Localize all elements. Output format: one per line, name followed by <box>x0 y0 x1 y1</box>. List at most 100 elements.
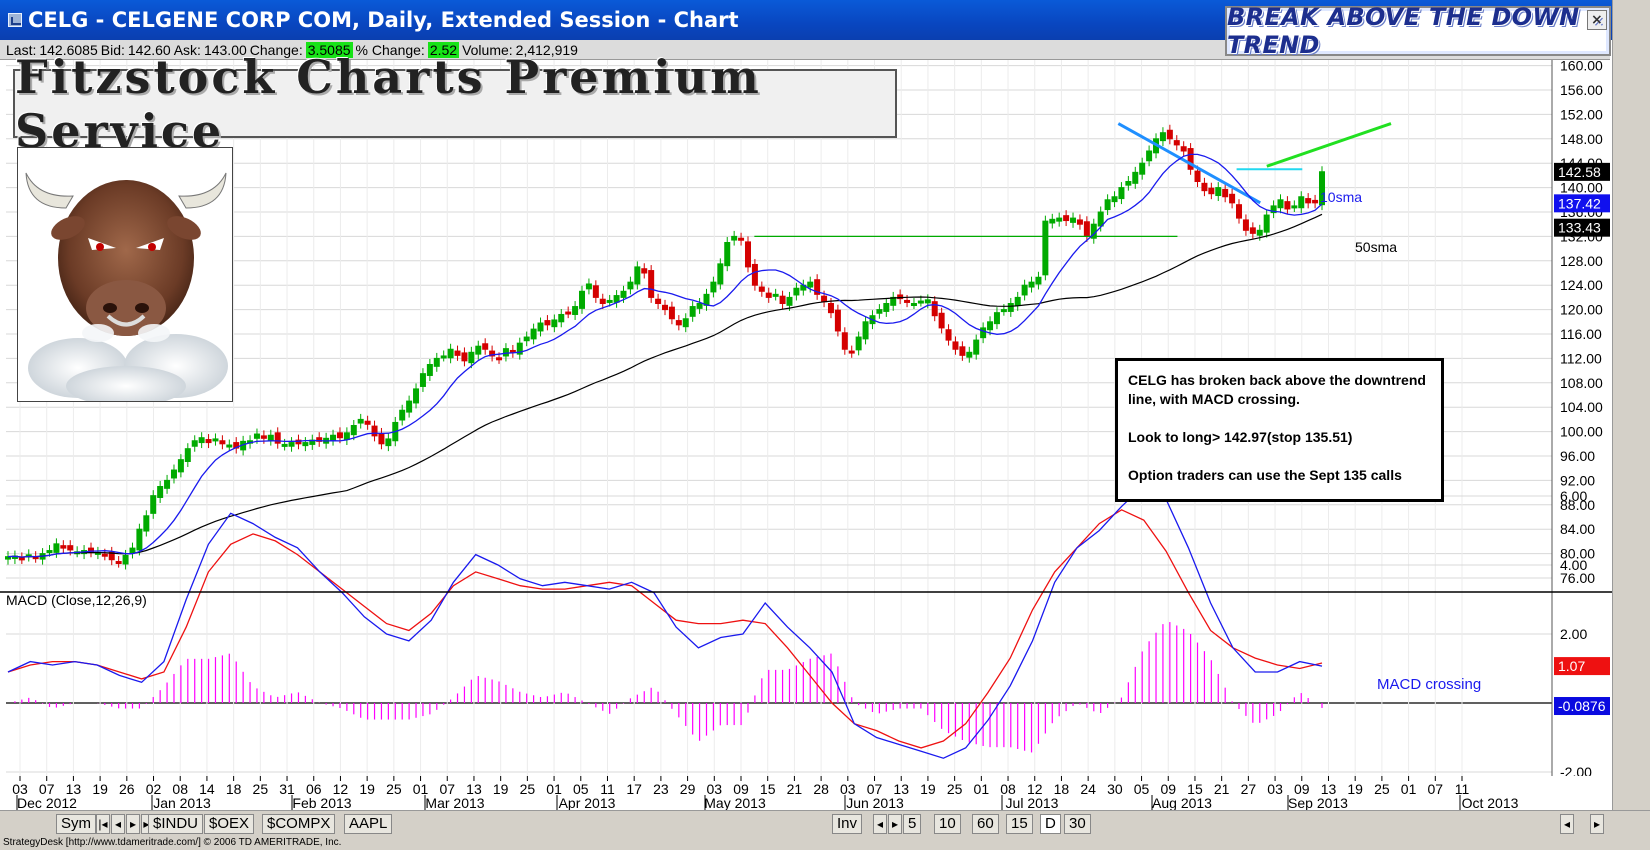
candle-body <box>786 296 793 306</box>
candle-body <box>1159 132 1166 142</box>
prev-period-icon[interactable]: ◂ <box>873 814 887 834</box>
date-tick-label: 07 <box>39 781 55 797</box>
sym-button[interactable]: Sym <box>56 814 96 834</box>
candle-body <box>378 432 385 445</box>
candle-body <box>357 418 364 424</box>
breakout-target-line <box>1266 122 1392 168</box>
pct-change-label: % Change: <box>355 41 425 58</box>
month-label: Jul 2013 <box>1006 795 1059 810</box>
period-tab-d[interactable]: D <box>1040 814 1061 834</box>
symbol-tab-indu[interactable]: $INDU <box>148 814 204 834</box>
candle-body <box>959 346 966 356</box>
price-tick-label: 100.00 <box>1560 424 1603 440</box>
price-tag-label: 133.43 <box>1558 220 1601 236</box>
inv-button[interactable]: Inv <box>832 814 863 834</box>
date-tick-label: 08 <box>172 781 188 797</box>
month-label: Dec 2012 <box>17 795 77 810</box>
candle-body <box>191 440 198 447</box>
candle-body <box>316 437 323 442</box>
candle-body <box>1035 276 1042 285</box>
candle-body <box>675 320 682 326</box>
price-tick-label: 88.00 <box>1560 497 1595 513</box>
candle-body <box>184 448 191 462</box>
candle-body <box>945 329 952 341</box>
date-tick-label: 23 <box>653 781 669 797</box>
date-tick-label: 05 <box>1134 781 1150 797</box>
scroll-right-icon[interactable]: ▸ <box>1590 814 1604 834</box>
annotation-line-3: Option traders can use the Sept 135 call… <box>1128 467 1402 483</box>
candle-body <box>1242 219 1249 231</box>
candle-body <box>1249 227 1256 234</box>
candle-body <box>855 336 862 351</box>
candle-body <box>710 281 717 293</box>
logo-text: Fitzstock Charts Premium Service <box>15 49 762 158</box>
period-tab-5[interactable]: 5 <box>903 814 922 834</box>
candle-body <box>662 304 668 311</box>
price-tag-bg <box>1554 162 1610 181</box>
candle-body <box>952 341 959 350</box>
date-tick-label: 18 <box>1054 781 1070 797</box>
candle-body <box>599 298 606 304</box>
scroll-left-icon[interactable]: ◂ <box>1560 814 1574 834</box>
candle-body <box>821 295 828 303</box>
date-tick-label: 19 <box>92 781 108 797</box>
candle-body <box>758 286 765 292</box>
date-tick-label: 28 <box>813 781 829 797</box>
candle-body <box>157 486 164 498</box>
symbol-tab-compx[interactable]: $COMPX <box>262 814 336 834</box>
chart-app-icon <box>8 13 22 27</box>
symbol-tab-oex[interactable]: $OEX <box>204 814 255 834</box>
period-tab-10[interactable]: 10 <box>934 814 961 834</box>
candle-body <box>1215 187 1222 197</box>
date-tick-label: 01 <box>546 781 562 797</box>
candle-body <box>281 443 288 447</box>
price-tick-label: 128.00 <box>1560 253 1603 269</box>
candle-body <box>862 321 869 340</box>
bull-image <box>17 147 233 402</box>
candle-body <box>1028 281 1035 288</box>
next-arrow-icon[interactable]: ▸ <box>126 814 140 834</box>
quote-bar: Last: 142.6085 Bid: 142.60 Ask: 143.00 C… <box>0 40 1610 60</box>
first-arrow-icon[interactable]: |◂ <box>96 814 110 834</box>
candle-body <box>302 442 309 447</box>
date-tick-label: 09 <box>733 781 749 797</box>
symbol-tab-aapl[interactable]: AAPL <box>344 814 393 834</box>
candle-body <box>136 528 143 551</box>
candle-body <box>5 556 11 560</box>
candle-body <box>1056 217 1063 222</box>
candle-body <box>1063 215 1070 222</box>
candle-body <box>910 303 917 306</box>
candle-body <box>274 432 281 444</box>
candle-body <box>475 345 482 355</box>
candle-body <box>1277 199 1284 209</box>
candle-body <box>288 442 295 447</box>
pct-change-value: 2.52 <box>427 41 460 58</box>
candle-body <box>164 479 171 489</box>
close-icon[interactable]: × <box>1587 10 1607 30</box>
candle-body <box>46 550 53 554</box>
date-tick-label: 18 <box>226 781 242 797</box>
date-tick-label: 31 <box>279 781 295 797</box>
candle-body <box>717 263 724 285</box>
price-chart[interactable]: 76.00 80.00 84.00 88.00 92.00 96.00 100.00 104.… <box>0 60 1612 776</box>
macd-tick-label: 6.00 <box>1560 488 1587 504</box>
candle-body <box>482 343 489 350</box>
prev-arrow-icon[interactable]: ◂ <box>111 814 125 834</box>
candle-body <box>406 400 413 413</box>
next-period-icon[interactable]: ▸ <box>888 814 902 834</box>
price-tick-label: 112.00 <box>1560 350 1602 366</box>
date-tick-label: 03 <box>840 781 856 797</box>
month-label: Apr 2013 <box>559 795 616 810</box>
period-tab-60[interactable]: 60 <box>972 814 999 834</box>
date-tick-label: 03 <box>707 781 723 797</box>
candle-body <box>454 350 461 356</box>
candle-body <box>696 303 703 309</box>
period-tab-30[interactable]: 30 <box>1064 814 1091 834</box>
period-tab-15[interactable]: 15 <box>1006 814 1033 834</box>
date-tick-label: 02 <box>146 781 162 797</box>
signal-line <box>7 509 1323 749</box>
candle-body <box>433 357 440 367</box>
candle-body <box>330 434 337 441</box>
price-tag-bg <box>1554 194 1610 213</box>
candle-body <box>502 348 509 357</box>
